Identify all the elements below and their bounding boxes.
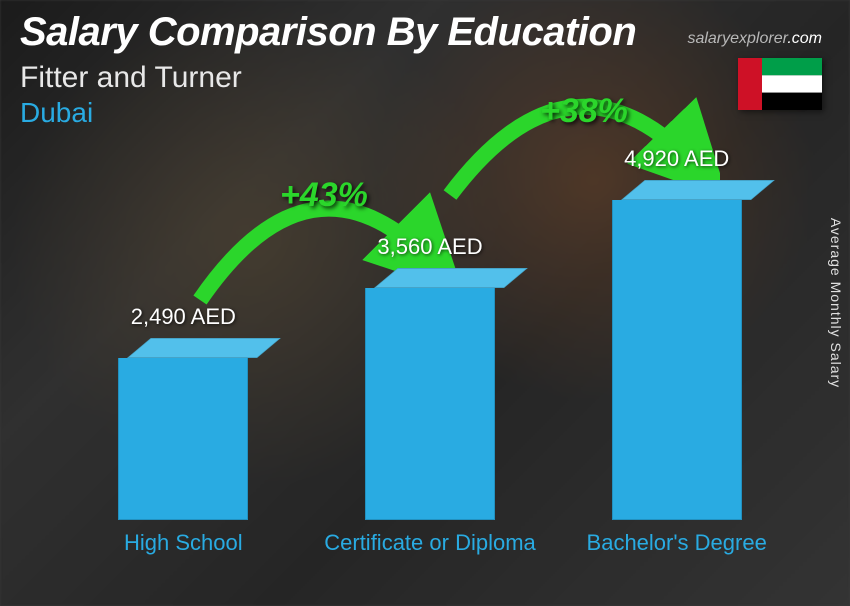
bar-top-face bbox=[127, 338, 281, 358]
location-label: Dubai bbox=[20, 97, 830, 129]
watermark-prefix: salaryexplorer bbox=[687, 30, 787, 47]
bar-top-face bbox=[621, 180, 775, 200]
y-axis-label: Average Monthly Salary bbox=[828, 218, 844, 388]
bar-value: 2,490 AED bbox=[131, 304, 236, 330]
flag-stripe-mid bbox=[762, 75, 822, 92]
flag-hoist bbox=[738, 58, 762, 110]
category-label: High School bbox=[124, 530, 243, 586]
bar bbox=[612, 180, 742, 520]
uae-flag-icon bbox=[738, 58, 822, 110]
bar-front-face bbox=[118, 358, 248, 520]
bar bbox=[118, 338, 248, 520]
watermark-suffix: .com bbox=[787, 30, 822, 47]
flag-stripe-top bbox=[762, 58, 822, 75]
header: Salary Comparison By Education Fitter an… bbox=[20, 10, 830, 129]
bar-front-face bbox=[365, 288, 495, 520]
watermark: salaryexplorer.com bbox=[687, 30, 822, 48]
bar-column: 2,490 AED High School bbox=[60, 304, 307, 586]
category-label: Bachelor's Degree bbox=[587, 530, 767, 586]
bar-value: 4,920 AED bbox=[624, 146, 729, 172]
flag-stripe-bot bbox=[762, 93, 822, 110]
bar-top-face bbox=[374, 268, 528, 288]
bar-front-face bbox=[612, 200, 742, 520]
job-title: Fitter and Turner bbox=[20, 61, 830, 95]
bar-value: 3,560 AED bbox=[377, 234, 482, 260]
bar-column: 4,920 AED Bachelor's Degree bbox=[553, 146, 800, 586]
category-label: Certificate or Diploma bbox=[324, 530, 536, 586]
bar-chart: 2,490 AED High School 3,560 AED Certific… bbox=[60, 150, 800, 586]
bar bbox=[365, 268, 495, 520]
bar-column: 3,560 AED Certificate or Diploma bbox=[307, 234, 554, 586]
